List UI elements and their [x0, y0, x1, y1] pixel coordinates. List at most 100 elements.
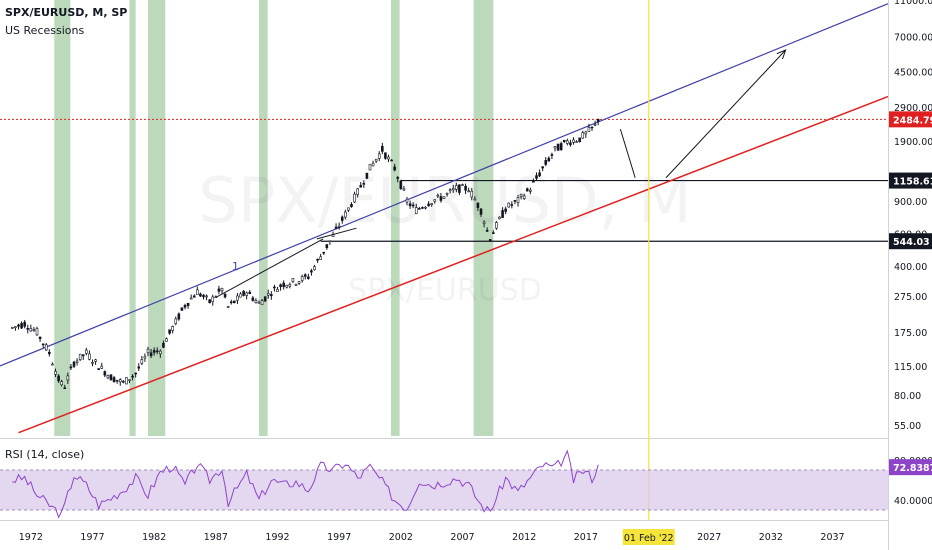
price-candle-body [171, 326, 174, 331]
price-candle-body [473, 198, 477, 201]
price-candle-body [436, 194, 440, 197]
price-candle-body [334, 226, 338, 229]
price-candle-body [285, 284, 289, 288]
wave-label: 1 [232, 260, 239, 273]
price-candle-body [381, 145, 384, 152]
price-candle-body [396, 177, 400, 179]
price-candle-body [35, 328, 39, 336]
price-candle-body [510, 204, 514, 206]
price-candle-body [88, 353, 91, 360]
recession-bands [54, 0, 494, 436]
price-candle-body [485, 229, 489, 232]
price-candle-body [495, 222, 498, 229]
price-candle-body [587, 127, 591, 132]
price-candle-body [371, 162, 375, 167]
rsi-pane[interactable] [0, 449, 888, 519]
rsi-value-label: 72.8387 [893, 463, 932, 474]
price-candle-body [100, 365, 104, 369]
price-candle-body [399, 180, 403, 189]
price-candle-body [276, 288, 279, 292]
annotation-arrows [215, 50, 786, 298]
symbol-title[interactable]: SPX/EURUSD, M, SP [5, 6, 128, 19]
recession-band [390, 0, 400, 436]
price-candle-body [566, 140, 569, 144]
rsi-tick-label: 40.0000 [894, 496, 932, 507]
price-candle-body [112, 377, 116, 383]
recession-band [259, 0, 268, 436]
price-candle-body [461, 184, 464, 186]
price-candle-body [572, 139, 575, 143]
price-candle-body [411, 204, 415, 207]
price-candle-body [122, 380, 125, 383]
price-candle-body [596, 118, 600, 122]
price-candle-body [248, 291, 252, 295]
price-badge [889, 172, 932, 189]
price-axis[interactable] [888, 0, 932, 550]
price-candle-body [593, 124, 597, 126]
price-candle-body [427, 203, 430, 207]
price-candle-body [97, 368, 100, 371]
time-tick-label: 2037 [820, 532, 844, 543]
annotation-arrow [215, 238, 324, 298]
price-candle-body [479, 208, 483, 215]
price-candle-body [260, 300, 264, 306]
price-tick-label: 900.00 [894, 197, 927, 208]
price-candle-body [522, 195, 526, 199]
rsi-band [0, 470, 888, 510]
price-candle-body [174, 318, 178, 325]
price-candle-body [541, 166, 544, 169]
price-candle-body [85, 349, 88, 354]
price-tick-label: 4500.00 [894, 68, 932, 79]
time-tick-label: 2017 [574, 532, 598, 543]
price-candle-body [32, 329, 36, 331]
study-title[interactable]: US Recessions [5, 24, 85, 37]
price-candle-body [75, 360, 79, 363]
price-candle-body [282, 282, 285, 288]
price-candle-body [424, 206, 427, 209]
price-candle-body [69, 366, 73, 369]
price-candle-body [165, 338, 168, 342]
price-candle-body [128, 379, 131, 381]
time-tick-label: 2032 [759, 532, 783, 543]
time-tick-label: 1992 [265, 532, 289, 543]
price-candle-body [159, 350, 162, 355]
price-tick-label: 2900.00 [894, 103, 932, 114]
recession-band [54, 0, 71, 436]
rsi-line [12, 449, 599, 519]
price-candle-body [507, 202, 511, 208]
price-candle-body [44, 344, 48, 351]
price-candle-body [442, 196, 446, 199]
price-candle-body [433, 199, 437, 202]
price-candle-body [294, 283, 298, 286]
price-candle-body [535, 175, 538, 179]
price-candle-body [199, 293, 202, 297]
price-candle-body [29, 328, 33, 332]
date-marker-label: 01 Feb '22 [624, 533, 674, 544]
annotation-arrow [619, 128, 636, 178]
price-candle-body [205, 295, 208, 298]
price-candle-body [183, 305, 187, 308]
rsi-title[interactable]: RSI (14, close) [5, 448, 85, 461]
price-candle-body [408, 203, 412, 207]
watermark-small: SPX/EURUSD [348, 273, 542, 308]
price-candle-body [239, 293, 242, 298]
price-candle-body [242, 290, 245, 296]
time-tick-label: 1987 [204, 532, 228, 543]
price-badges: 2484.79 1158.61 544.03 [889, 111, 932, 250]
price-candle-body [414, 207, 418, 214]
time-tick-label: 1997 [327, 532, 351, 543]
time-tick-label: 2012 [512, 532, 536, 543]
rsi-value-badge [889, 459, 932, 476]
price-candle-body [337, 225, 341, 228]
price-candle-body [233, 300, 236, 304]
price-candle-body [118, 379, 122, 383]
price-candle-body [106, 375, 110, 379]
price-candle-body [467, 190, 470, 193]
price-candle-body [504, 208, 507, 212]
price-candle-body [365, 172, 369, 179]
price-candle-body [251, 297, 255, 301]
price-candle-body [482, 221, 486, 224]
price-candle-body [470, 190, 474, 198]
price-candle-body [60, 381, 63, 386]
